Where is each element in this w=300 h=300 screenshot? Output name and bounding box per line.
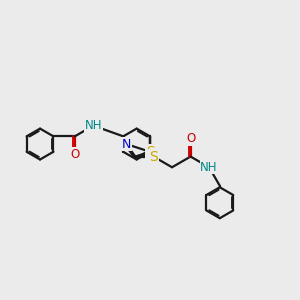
- Text: O: O: [186, 132, 195, 145]
- Text: NH: NH: [85, 119, 102, 132]
- Text: S: S: [146, 145, 154, 159]
- Text: O: O: [70, 148, 80, 161]
- Text: N: N: [122, 138, 131, 151]
- Text: S: S: [149, 150, 158, 164]
- Text: NH: NH: [200, 161, 218, 174]
